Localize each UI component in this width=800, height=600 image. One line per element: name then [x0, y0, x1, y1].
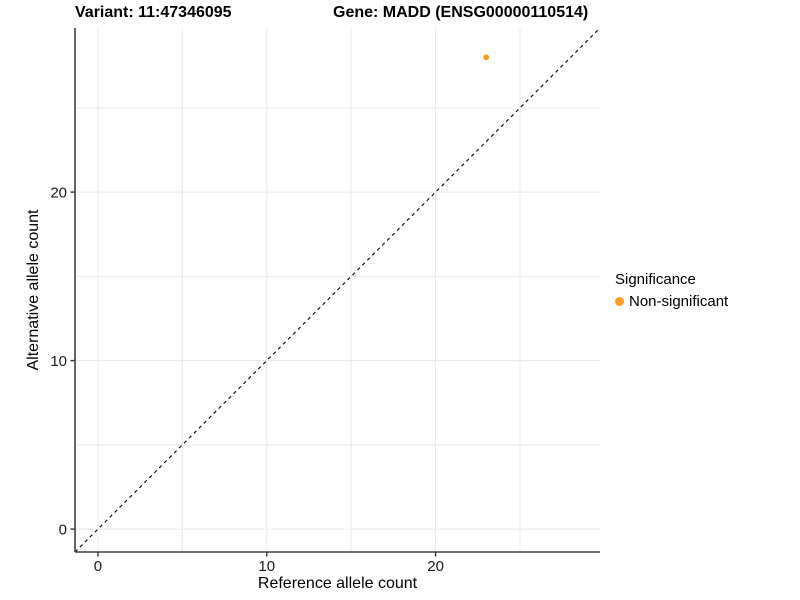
y-tick-label: 20 — [50, 184, 67, 201]
legend: Significance Non-significant — [615, 271, 728, 310]
y-tick-label: 0 — [59, 521, 67, 538]
identity-line — [74, 27, 601, 553]
y-axis-title: Alternative allele count — [25, 209, 42, 371]
legend-point-icon — [615, 297, 624, 306]
variant-title: Variant: 11:47346095 — [75, 4, 232, 21]
x-tick-label: 0 — [94, 558, 102, 575]
data-point[interactable] — [483, 54, 490, 61]
y-tick-label: 10 — [50, 353, 67, 370]
legend-title: Significance — [615, 271, 696, 288]
x-tick-label: 10 — [258, 558, 275, 575]
legend-item-label: Non-significant — [629, 293, 729, 310]
x-axis-title: Reference allele count — [257, 575, 418, 592]
gene-title: Gene: MADD (ENSG00000110514) — [333, 4, 589, 21]
x-tick-label: 20 — [427, 558, 444, 575]
legend-item: Non-significant — [615, 293, 728, 310]
